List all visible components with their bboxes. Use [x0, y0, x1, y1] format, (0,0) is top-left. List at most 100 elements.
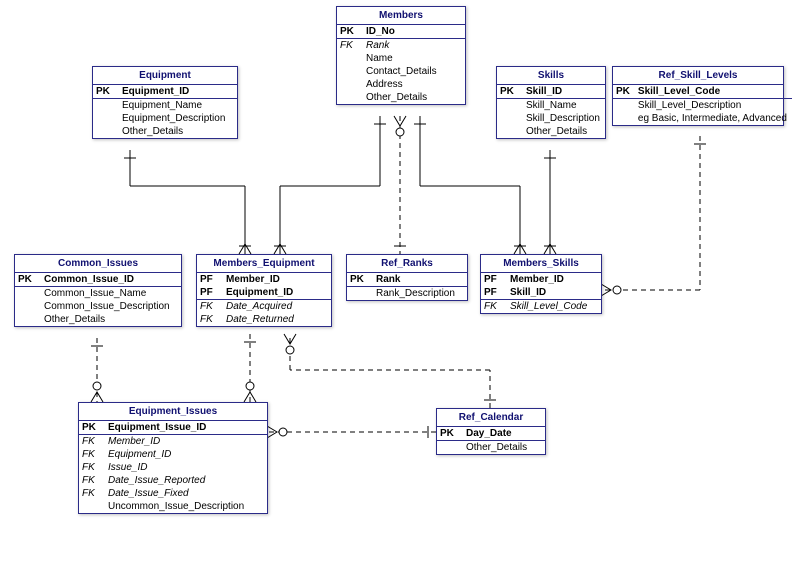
- key-indicator: [15, 300, 41, 313]
- column-name: Other_Details: [363, 91, 465, 104]
- key-indicator: FK: [79, 487, 105, 500]
- entity-ref-skill-levels: Ref_Skill_LevelsPKSkill_Level_CodeSkill_…: [612, 66, 784, 126]
- entity-column-row: PKRank: [347, 273, 467, 287]
- column-name: Skill_Level_Description: [635, 99, 792, 113]
- key-indicator: FK: [79, 448, 105, 461]
- entity-columns: PKSkill_Level_CodeSkill_Level_Descriptio…: [613, 85, 792, 125]
- column-name: Other_Details: [41, 313, 181, 326]
- column-name: Skill_ID: [523, 85, 605, 99]
- entity-column-row: Equipment_Description: [93, 112, 237, 125]
- entity-column-row: Other_Details: [337, 91, 465, 104]
- column-name: Skill_Level_Code: [635, 85, 792, 99]
- entity-column-row: Uncommon_Issue_Description: [79, 500, 267, 513]
- entity-skills: SkillsPKSkill_IDSkill_NameSkill_Descript…: [496, 66, 606, 139]
- key-indicator: [613, 99, 635, 113]
- column-name: Name: [363, 52, 465, 65]
- column-name: Other_Details: [523, 125, 605, 138]
- entity-title: Equipment: [93, 67, 237, 85]
- entity-members: MembersPKID_NoFKRankNameContact_DetailsA…: [336, 6, 466, 105]
- column-name: Skill_Level_Code: [507, 300, 601, 314]
- entity-column-row: PFEquipment_ID: [197, 286, 331, 300]
- column-name: Rank_Description: [373, 287, 467, 301]
- key-indicator: [15, 313, 41, 326]
- entity-column-row: Other_Details: [15, 313, 181, 326]
- column-name: Date_Acquired: [223, 300, 331, 314]
- key-indicator: [93, 125, 119, 138]
- entity-columns: PKDay_DateOther_Details: [437, 427, 545, 454]
- key-indicator: [93, 99, 119, 113]
- entity-equipment-issues: Equipment_IssuesPKEquipment_Issue_IDFKMe…: [78, 402, 268, 514]
- entity-columns: PFMember_IDPFSkill_IDFKSkill_Level_Code: [481, 273, 601, 313]
- key-indicator: PK: [337, 25, 363, 39]
- key-indicator: PF: [197, 273, 223, 286]
- key-indicator: FK: [79, 435, 105, 449]
- column-name: Date_Issue_Reported: [105, 474, 267, 487]
- column-name: Other_Details: [119, 125, 237, 138]
- entity-column-row: FKDate_Acquired: [197, 300, 331, 314]
- key-indicator: PK: [497, 85, 523, 99]
- entity-members-skills: Members_SkillsPFMember_IDPFSkill_IDFKSki…: [480, 254, 602, 314]
- entity-column-row: Skill_Description: [497, 112, 605, 125]
- entity-equipment: EquipmentPKEquipment_IDEquipment_NameEqu…: [92, 66, 238, 139]
- key-indicator: [337, 91, 363, 104]
- entity-column-row: PKEquipment_ID: [93, 85, 237, 99]
- key-indicator: [497, 99, 523, 113]
- entity-column-row: Other_Details: [497, 125, 605, 138]
- column-name: Equipment_Name: [119, 99, 237, 113]
- entity-column-row: PKEquipment_Issue_ID: [79, 421, 267, 435]
- entity-columns: PFMember_IDPFEquipment_IDFKDate_Acquired…: [197, 273, 331, 326]
- key-indicator: FK: [197, 313, 223, 326]
- entity-column-row: Equipment_Name: [93, 99, 237, 113]
- column-name: Skill_Name: [523, 99, 605, 113]
- key-indicator: PK: [437, 427, 463, 441]
- column-name: Common_Issue_Description: [41, 300, 181, 313]
- entity-column-row: FKEquipment_ID: [79, 448, 267, 461]
- entity-column-row: FKDate_Issue_Reported: [79, 474, 267, 487]
- column-name: Member_ID: [507, 273, 601, 286]
- column-name: eg Basic, Intermediate, Advanced: [635, 112, 792, 125]
- entity-column-row: Contact_Details: [337, 65, 465, 78]
- entity-ref-ranks: Ref_RanksPKRankRank_Description: [346, 254, 468, 301]
- column-name: Rank: [373, 273, 467, 287]
- key-indicator: [337, 78, 363, 91]
- column-name: Equipment_ID: [119, 85, 237, 99]
- key-indicator: PF: [481, 273, 507, 286]
- column-name: Uncommon_Issue_Description: [105, 500, 267, 513]
- entity-title: Members: [337, 7, 465, 25]
- column-name: Skill_Description: [523, 112, 605, 125]
- column-name: Rank: [363, 39, 465, 53]
- key-indicator: FK: [197, 300, 223, 314]
- entity-title: Ref_Calendar: [437, 409, 545, 427]
- entity-members-equipment: Members_EquipmentPFMember_IDPFEquipment_…: [196, 254, 332, 327]
- column-name: Contact_Details: [363, 65, 465, 78]
- key-indicator: [337, 52, 363, 65]
- entity-column-row: FKIssue_ID: [79, 461, 267, 474]
- entity-title: Equipment_Issues: [79, 403, 267, 421]
- key-indicator: [497, 112, 523, 125]
- column-name: Common_Issue_Name: [41, 287, 181, 301]
- entity-columns: PKEquipment_Issue_IDFKMember_IDFKEquipme…: [79, 421, 267, 513]
- entity-column-row: Name: [337, 52, 465, 65]
- key-indicator: [437, 441, 463, 455]
- column-name: Equipment_ID: [105, 448, 267, 461]
- column-name: Equipment_ID: [223, 286, 331, 300]
- entity-column-row: Common_Issue_Description: [15, 300, 181, 313]
- entity-column-row: Skill_Level_Description: [613, 99, 792, 113]
- column-name: Issue_ID: [105, 461, 267, 474]
- column-name: Skill_ID: [507, 286, 601, 300]
- entity-title: Skills: [497, 67, 605, 85]
- key-indicator: [93, 112, 119, 125]
- key-indicator: FK: [79, 461, 105, 474]
- entity-title: Members_Skills: [481, 255, 601, 273]
- entity-columns: PKCommon_Issue_IDCommon_Issue_NameCommon…: [15, 273, 181, 326]
- column-name: Address: [363, 78, 465, 91]
- entity-column-row: Other_Details: [437, 441, 545, 455]
- entity-column-row: PFMember_ID: [481, 273, 601, 286]
- entity-column-row: PFMember_ID: [197, 273, 331, 286]
- entity-column-row: Rank_Description: [347, 287, 467, 301]
- entity-column-row: FKSkill_Level_Code: [481, 300, 601, 314]
- key-indicator: [15, 287, 41, 301]
- entity-column-row: FKMember_ID: [79, 435, 267, 449]
- key-indicator: FK: [79, 474, 105, 487]
- entity-columns: PKRankRank_Description: [347, 273, 467, 300]
